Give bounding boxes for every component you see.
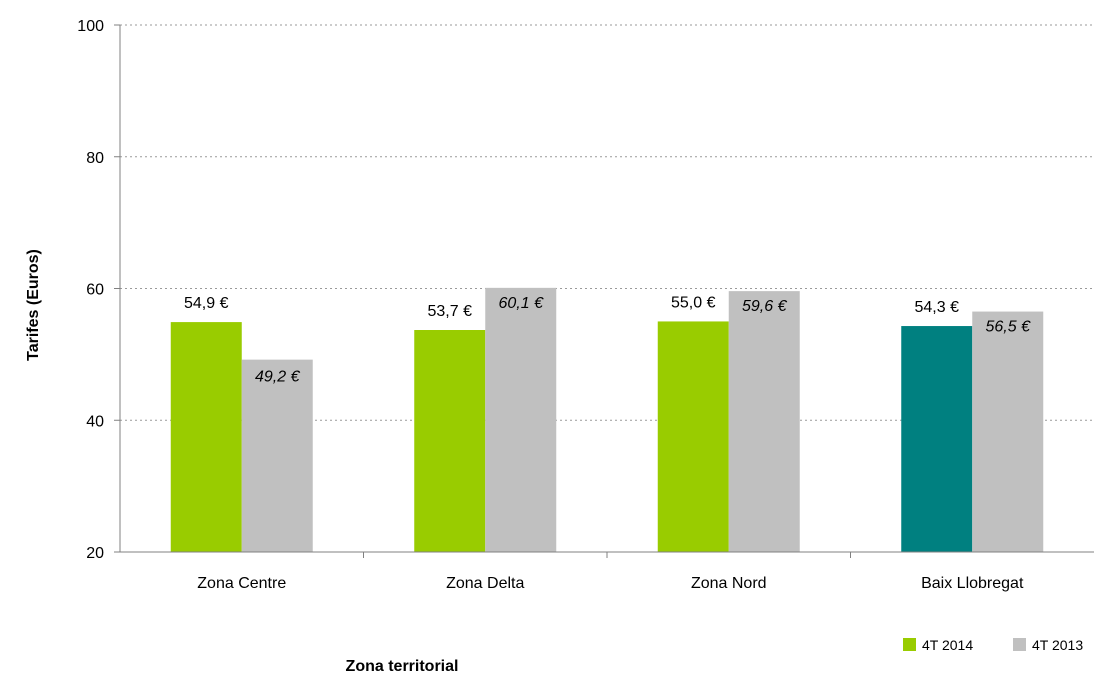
bar-4t-2014: [657, 321, 729, 552]
legend-swatch: [903, 638, 916, 651]
legend-label: 4T 2014: [922, 637, 973, 653]
bar-4t-2014: [414, 330, 486, 552]
y-axis-title: Tarifes (Euros): [25, 249, 42, 361]
y-tick-labels: 20 40 60 80 100: [77, 18, 104, 562]
data-label: 54,3 €: [915, 299, 960, 316]
data-label: 49,2 €: [255, 369, 301, 386]
bar-4t-2014: [901, 326, 973, 552]
data-label: 54,9 €: [184, 295, 229, 312]
y-tick-label: 100: [77, 18, 104, 35]
data-label: 53,7 €: [428, 303, 473, 320]
x-category-label: Zona Nord: [691, 575, 767, 592]
bar-4t-2013: [728, 291, 800, 552]
x-category-label: Baix Llobregat: [921, 575, 1024, 592]
bar-4t-2014: [170, 322, 242, 552]
y-tick-label: 40: [86, 413, 104, 430]
data-label: 56,5 €: [986, 319, 1032, 336]
y-tick-label: 20: [86, 545, 104, 562]
legend: 4T 2014 4T 2013: [903, 637, 1083, 653]
bar-4t-2013: [485, 287, 557, 552]
data-label: 60,1 €: [499, 295, 545, 312]
axes: [114, 24, 1094, 558]
legend-swatch: [1013, 638, 1026, 651]
x-category-label: Zona Delta: [446, 575, 524, 592]
bar-4t-2013: [241, 359, 313, 552]
y-tick-label: 80: [86, 150, 104, 167]
legend-label: 4T 2013: [1032, 637, 1083, 653]
data-label: 59,6 €: [742, 298, 788, 315]
y-tick-label: 60: [86, 282, 104, 299]
x-axis-title: Zona territorial: [346, 658, 459, 675]
data-label: 55,0 €: [671, 294, 716, 311]
x-category-labels: Zona Centre Zona Delta Zona Nord Baix Llobr…: [197, 575, 1024, 592]
bar-4t-2013: [972, 311, 1044, 552]
data-labels: 54,9 € 49,2 € 53,7 € 60,1 € 55,0 € 59,6 € 54,3…: [184, 294, 1031, 385]
bars: [170, 287, 1044, 552]
x-category-label: Zona Centre: [197, 575, 286, 592]
